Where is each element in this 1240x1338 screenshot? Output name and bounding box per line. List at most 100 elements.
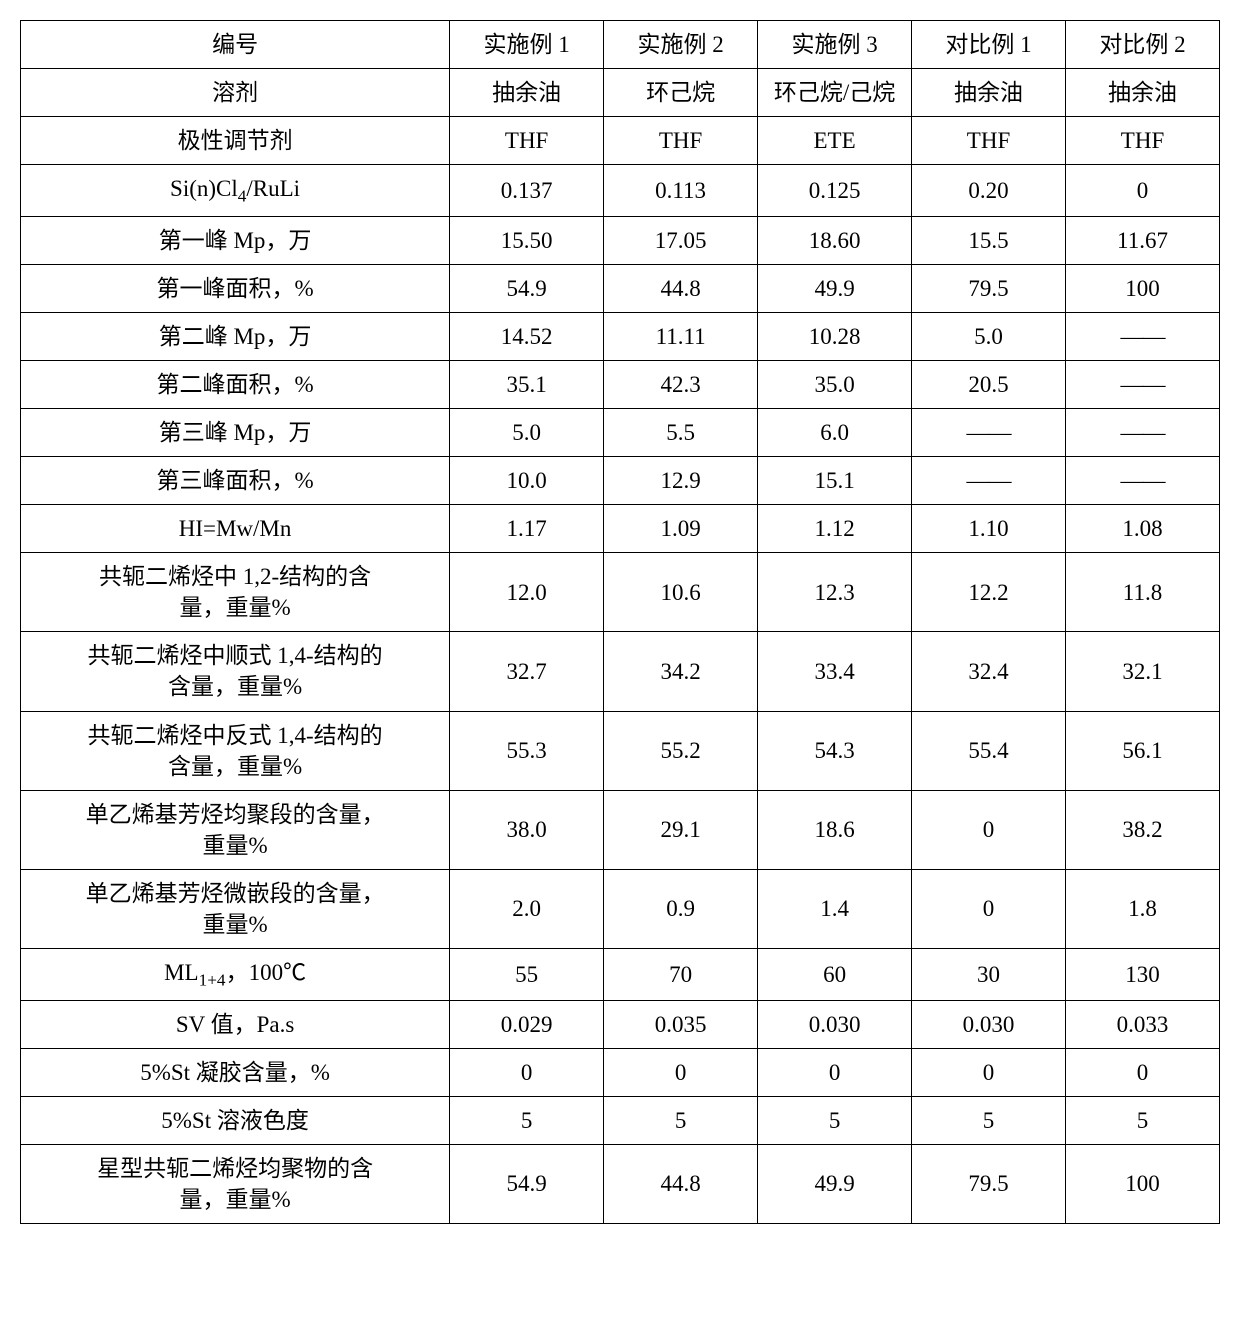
cell: 49.9: [758, 1144, 912, 1223]
cell: ——: [1066, 313, 1220, 361]
cell: 30: [912, 948, 1066, 1000]
cell: 29.1: [604, 790, 758, 869]
cell: 54.9: [450, 265, 604, 313]
table-row: 星型共轭二烯烃均聚物的含量，重量%54.944.849.979.5100: [21, 1144, 1220, 1223]
cell: THF: [450, 117, 604, 165]
table-row: 共轭二烯烃中顺式 1,4-结构的含量，重量%32.734.233.432.432…: [21, 632, 1220, 711]
cell: 0: [758, 1048, 912, 1096]
cell: ——: [912, 409, 1066, 457]
row-label: SV 值，Pa.s: [21, 1000, 450, 1048]
col-header-0: 编号: [21, 21, 450, 69]
cell: 38.2: [1066, 790, 1220, 869]
cell: 55.2: [604, 711, 758, 790]
cell: 12.0: [450, 553, 604, 632]
cell: 42.3: [604, 361, 758, 409]
table-row: 第一峰面积，%54.944.849.979.5100: [21, 265, 1220, 313]
row-label: 共轭二烯烃中顺式 1,4-结构的含量，重量%: [21, 632, 450, 711]
cell: 35.1: [450, 361, 604, 409]
cell: 54.9: [450, 1144, 604, 1223]
cell: 11.8: [1066, 553, 1220, 632]
cell: THF: [1066, 117, 1220, 165]
cell: 5.0: [912, 313, 1066, 361]
cell: 0.137: [450, 165, 604, 217]
cell: 54.3: [758, 711, 912, 790]
cell: 44.8: [604, 265, 758, 313]
cell: 环己烷: [604, 69, 758, 117]
table-row: 5%St 凝胶含量，%00000: [21, 1048, 1220, 1096]
table-row: SV 值，Pa.s0.0290.0350.0300.0300.033: [21, 1000, 1220, 1048]
cell: 20.5: [912, 361, 1066, 409]
cell: 18.60: [758, 217, 912, 265]
cell: 33.4: [758, 632, 912, 711]
col-header-5: 对比例 2: [1066, 21, 1220, 69]
cell: ——: [1066, 457, 1220, 505]
row-label: 第一峰面积，%: [21, 265, 450, 313]
cell: ——: [1066, 361, 1220, 409]
cell: 38.0: [450, 790, 604, 869]
cell: 0.033: [1066, 1000, 1220, 1048]
table-row: Si(n)Cl4/RuLi0.1370.1130.1250.200: [21, 165, 1220, 217]
row-label: 第一峰 Mp，万: [21, 217, 450, 265]
cell: 12.9: [604, 457, 758, 505]
row-label: 共轭二烯烃中 1,2-结构的含量，重量%: [21, 553, 450, 632]
row-label: 极性调节剂: [21, 117, 450, 165]
cell: 11.11: [604, 313, 758, 361]
cell: 18.6: [758, 790, 912, 869]
cell: 环己烷/己烷: [758, 69, 912, 117]
table-row: ML1+4，100℃55706030130: [21, 948, 1220, 1000]
cell: 0.030: [912, 1000, 1066, 1048]
cell: 1.12: [758, 505, 912, 553]
cell: 2.0: [450, 869, 604, 948]
row-label: 第二峰面积，%: [21, 361, 450, 409]
col-header-4: 对比例 1: [912, 21, 1066, 69]
table-row: 第三峰面积，%10.012.915.1————: [21, 457, 1220, 505]
cell: 0.030: [758, 1000, 912, 1048]
cell: 60: [758, 948, 912, 1000]
cell: 44.8: [604, 1144, 758, 1223]
table-row: 第二峰面积，%35.142.335.020.5——: [21, 361, 1220, 409]
cell: 0: [604, 1048, 758, 1096]
table-row: HI=Mw/Mn1.171.091.121.101.08: [21, 505, 1220, 553]
cell: ——: [912, 457, 1066, 505]
cell: ——: [1066, 409, 1220, 457]
cell: 0.9: [604, 869, 758, 948]
cell: 5.0: [450, 409, 604, 457]
cell: 32.1: [1066, 632, 1220, 711]
col-header-2: 实施例 2: [604, 21, 758, 69]
cell: 10.28: [758, 313, 912, 361]
table-row: 单乙烯基芳烃均聚段的含量，重量%38.029.118.6038.2: [21, 790, 1220, 869]
cell: 15.5: [912, 217, 1066, 265]
cell: 32.7: [450, 632, 604, 711]
table-header-row: 编号 实施例 1 实施例 2 实施例 3 对比例 1 对比例 2: [21, 21, 1220, 69]
table-row: 共轭二烯烃中 1,2-结构的含量，重量%12.010.612.312.211.8: [21, 553, 1220, 632]
cell: 1.09: [604, 505, 758, 553]
row-label: HI=Mw/Mn: [21, 505, 450, 553]
cell: 130: [1066, 948, 1220, 1000]
cell: 100: [1066, 265, 1220, 313]
cell: 1.8: [1066, 869, 1220, 948]
cell: 34.2: [604, 632, 758, 711]
cell: 5: [450, 1096, 604, 1144]
cell: 0: [450, 1048, 604, 1096]
cell: 0.113: [604, 165, 758, 217]
table-row: 共轭二烯烃中反式 1,4-结构的含量，重量%55.355.254.355.456…: [21, 711, 1220, 790]
row-label: 5%St 溶液色度: [21, 1096, 450, 1144]
row-label: 第二峰 Mp，万: [21, 313, 450, 361]
cell: 12.2: [912, 553, 1066, 632]
table-row: 第二峰 Mp，万14.5211.1110.285.0——: [21, 313, 1220, 361]
row-label: 单乙烯基芳烃微嵌段的含量，重量%: [21, 869, 450, 948]
cell: 抽余油: [912, 69, 1066, 117]
cell: 6.0: [758, 409, 912, 457]
cell: 32.4: [912, 632, 1066, 711]
col-header-1: 实施例 1: [450, 21, 604, 69]
data-table: 编号 实施例 1 实施例 2 实施例 3 对比例 1 对比例 2 溶剂抽余油环己…: [20, 20, 1220, 1224]
cell: 10.0: [450, 457, 604, 505]
cell: 5: [604, 1096, 758, 1144]
cell: 0.125: [758, 165, 912, 217]
cell: 100: [1066, 1144, 1220, 1223]
row-label: 共轭二烯烃中反式 1,4-结构的含量，重量%: [21, 711, 450, 790]
cell: 0: [1066, 165, 1220, 217]
cell: 12.3: [758, 553, 912, 632]
cell: 5: [1066, 1096, 1220, 1144]
cell: 抽余油: [1066, 69, 1220, 117]
